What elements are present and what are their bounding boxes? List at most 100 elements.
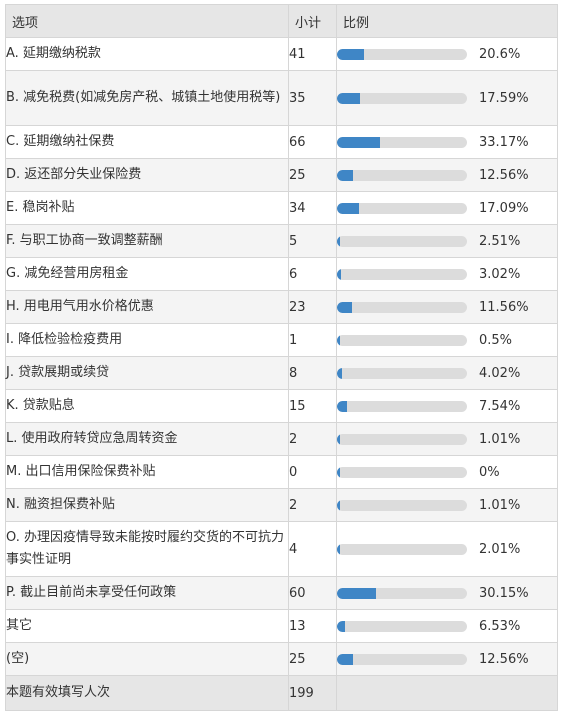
option-count: 66 [288,125,337,159]
progress-bar-fill [337,433,340,445]
percent-label: 0% [479,464,500,480]
option-count: 1 [288,323,337,357]
progress-bar-fill [337,543,340,555]
option-label: G. 减免经营用房租金 [5,257,289,291]
option-ratio-cell: 2.01% [336,521,558,577]
progress-bar-track [337,92,467,104]
progress-bar-track [337,235,467,247]
percent-label: 1.01% [479,497,521,513]
option-label: H. 用电用气用水价格优惠 [5,290,289,324]
option-label: D. 返还部分失业保险费 [5,158,289,192]
table-row: F. 与职工协商一致调整薪酬 5 2.51% [5,224,558,258]
option-count: 41 [288,37,337,71]
progress-bar-fill [337,400,347,412]
progress-bar-fill [337,620,346,632]
progress-bar-track [337,466,467,478]
ratio-bar-group: 17.59% [337,91,557,106]
option-count: 35 [288,70,337,126]
option-label: I. 降低检验检疫费用 [5,323,289,357]
table-row: J. 贷款展期或续贷 8 4.02% [5,356,558,390]
option-label: E. 稳岗补贴 [5,191,289,225]
percent-label: 4.02% [479,365,521,381]
ratio-bar-group: 2.51% [337,234,557,249]
option-ratio-cell: 4.02% [336,356,558,390]
progress-bar-fill [337,653,354,665]
option-count: 8 [288,356,337,390]
progress-bar-track [337,367,467,379]
option-label: K. 贷款贴息 [5,389,289,423]
option-column-header: 选项 [5,4,289,38]
total-count: 199 [288,675,337,711]
option-ratio-cell: 1.01% [336,422,558,456]
progress-bar-fill [337,301,353,313]
option-ratio-cell: 33.17% [336,125,558,159]
option-count: 34 [288,191,337,225]
percent-label: 33.17% [479,134,529,150]
ratio-bar-group: 33.17% [337,135,557,150]
table-row: H. 用电用气用水价格优惠 23 11.56% [5,290,558,324]
option-count: 5 [288,224,337,258]
option-ratio-cell: 3.02% [336,257,558,291]
table-row: I. 降低检验检疫费用 1 0.5% [5,323,558,357]
percent-label: 12.56% [479,167,529,183]
option-label: A. 延期缴纳税款 [5,37,289,71]
results-table: 选项 小计 比例 A. 延期缴纳税款 41 20.6% B. 减免税费(如减免房产税、… [5,4,558,711]
table-row: (空) 25 12.56% [5,642,558,676]
percent-label: 17.09% [479,200,529,216]
ratio-bar-group: 30.15% [337,586,557,601]
percent-label: 30.15% [479,585,529,601]
percent-label: 17.59% [479,90,529,106]
table-header-row: 选项 小计 比例 [5,4,558,38]
option-count: 2 [288,488,337,522]
progress-bar-fill [337,268,341,280]
percent-label: 2.51% [479,233,521,249]
progress-bar-fill [337,587,377,599]
ratio-bar-group: 17.09% [337,201,557,216]
progress-bar-fill [337,334,340,346]
option-count: 25 [288,642,337,676]
ratio-bar-group: 3.02% [337,267,557,282]
option-label: J. 贷款展期或续贷 [5,356,289,390]
progress-bar-track [337,334,467,346]
progress-bar-fill [337,136,381,148]
option-count: 0 [288,455,337,489]
option-ratio-cell: 2.51% [336,224,558,258]
option-ratio-cell: 0% [336,455,558,489]
option-ratio-cell: 6.53% [336,609,558,643]
total-row: 本题有效填写人次 199 [5,675,558,711]
table-row: N. 融资担保费补贴 2 1.01% [5,488,558,522]
option-count: 23 [288,290,337,324]
option-count: 60 [288,576,337,610]
progress-bar-fill [337,48,364,60]
option-count: 6 [288,257,337,291]
progress-bar-track [337,48,467,60]
table-row: 其它 13 6.53% [5,609,558,643]
percent-label: 7.54% [479,398,521,414]
ratio-bar-group: 12.56% [337,168,557,183]
option-count: 25 [288,158,337,192]
progress-bar-fill [337,92,360,104]
progress-bar-fill [337,235,341,247]
option-ratio-cell: 20.6% [336,37,558,71]
option-ratio-cell: 12.56% [336,158,558,192]
ratio-bar-group: 0.5% [337,333,557,348]
table-row: B. 减免税费(如减免房产税、城镇土地使用税等) 35 17.59% [5,70,558,126]
option-ratio-cell: 0.5% [336,323,558,357]
ratio-bar-group: 1.01% [337,432,557,447]
option-label: P. 截止目前尚未享受任何政策 [5,576,289,610]
option-label: B. 减免税费(如减免房产税、城镇土地使用税等) [5,70,289,126]
table-row: E. 稳岗补贴 34 17.09% [5,191,558,225]
progress-bar-fill [337,367,343,379]
progress-bar-track [337,653,467,665]
table-row: O. 办理因疫情导致未能按时履约交货的不可抗力事实性证明 4 2.01% [5,521,558,577]
option-label: M. 出口信用保险保费补贴 [5,455,289,489]
progress-bar-track [337,301,467,313]
progress-bar-track [337,136,467,148]
table-row: M. 出口信用保险保费补贴 0 0% [5,455,558,489]
option-count: 15 [288,389,337,423]
ratio-bar-group: 11.56% [337,300,557,315]
progress-bar-track [337,433,467,445]
option-label: L. 使用政府转贷应急周转资金 [5,422,289,456]
option-label: F. 与职工协商一致调整薪酬 [5,224,289,258]
